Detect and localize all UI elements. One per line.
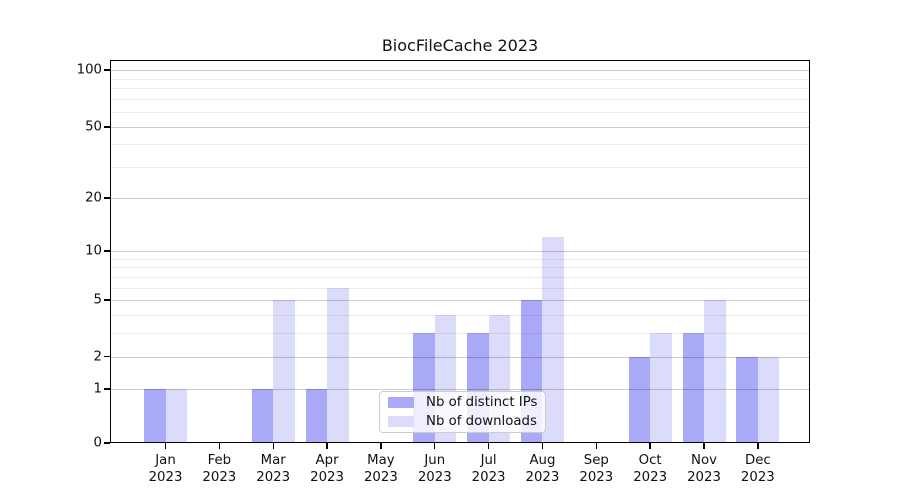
bar-downloads-apr-2023 xyxy=(327,287,349,443)
gridline-minor-90 xyxy=(111,78,809,80)
x-tick-oct-2023 xyxy=(649,443,651,449)
bar-downloads-jan-2023 xyxy=(165,389,187,443)
x-tick-nov-2023 xyxy=(703,443,705,449)
bar-downloads-dec-2023 xyxy=(757,356,780,443)
y-tick-label-100: 100 xyxy=(76,62,102,78)
x-tick-apr-2023 xyxy=(326,443,328,449)
y-tick-2 xyxy=(104,355,110,358)
x-tick-label-apr-2023: Apr 2023 xyxy=(310,453,344,485)
x-tick-label-may-2023: May 2023 xyxy=(363,453,398,485)
x-tick-jan-2023 xyxy=(164,443,167,449)
gridline-minor-4 xyxy=(111,314,809,316)
legend-label-distinct-ips: Nb of distinct IPs xyxy=(426,395,538,410)
bar-distinct-ips-dec-2023 xyxy=(736,356,758,443)
gridline-minor-8 xyxy=(111,267,809,269)
y-tick-label-20: 20 xyxy=(85,190,102,206)
x-tick-jul-2023 xyxy=(487,443,490,449)
legend-swatch-downloads xyxy=(388,416,414,427)
y-tick-label-0: 0 xyxy=(93,435,102,451)
gridline-minor-80 xyxy=(111,88,809,90)
bar-distinct-ips-nov-2023 xyxy=(682,333,704,443)
gridline-minor-30 xyxy=(111,166,809,168)
gridline-major-2 xyxy=(111,356,809,358)
x-tick-jun-2023 xyxy=(434,443,436,449)
y-tick-50 xyxy=(104,126,110,128)
bar-distinct-ips-apr-2023 xyxy=(305,389,328,443)
y-tick-label-50: 50 xyxy=(85,119,102,135)
y-tick-10 xyxy=(104,250,110,252)
x-tick-label-sep-2023: Sep 2023 xyxy=(579,453,614,485)
x-tick-label-nov-2023: Nov 2023 xyxy=(687,453,721,485)
y-tick-label-10: 10 xyxy=(85,243,102,259)
gridline-minor-9 xyxy=(111,258,809,260)
y-tick-0 xyxy=(104,442,110,444)
x-tick-label-oct-2023: Oct 2023 xyxy=(633,453,668,485)
legend-item-downloads: Nb of downloads xyxy=(388,414,537,429)
x-tick-sep-2023 xyxy=(595,443,597,449)
legend-item-distinct-ips: Nb of distinct IPs xyxy=(388,395,537,410)
y-tick-5 xyxy=(104,299,110,301)
gridline-minor-7 xyxy=(111,276,809,278)
x-tick-mar-2023 xyxy=(272,443,274,449)
gridline-major-100 xyxy=(111,70,809,71)
gridline-major-1 xyxy=(111,389,809,390)
y-tick-1 xyxy=(104,388,110,390)
gridline-minor-3 xyxy=(111,333,809,335)
x-tick-label-jan-2023: Jan 2023 xyxy=(148,453,183,485)
x-tick-dec-2023 xyxy=(757,443,759,449)
gridline-minor-60 xyxy=(111,112,809,114)
gridline-minor-40 xyxy=(111,144,809,146)
x-tick-feb-2023 xyxy=(218,443,221,449)
gridline-major-10 xyxy=(111,251,809,252)
bar-distinct-ips-mar-2023 xyxy=(251,389,274,443)
gridline-minor-70 xyxy=(111,99,809,101)
bar-downloads-nov-2023 xyxy=(704,300,726,443)
gridline-major-50 xyxy=(111,127,809,128)
bar-downloads-mar-2023 xyxy=(273,300,295,443)
legend-swatch-distinct-ips xyxy=(388,397,414,408)
x-tick-label-jun-2023: Jun 2023 xyxy=(417,453,452,485)
bar-distinct-ips-jan-2023 xyxy=(144,389,166,443)
x-tick-label-aug-2023: Aug 2023 xyxy=(525,453,560,485)
y-tick-100 xyxy=(104,69,110,71)
x-tick-aug-2023 xyxy=(541,443,544,449)
legend-label-downloads: Nb of downloads xyxy=(426,414,537,429)
x-tick-label-jul-2023: Jul 2023 xyxy=(471,453,506,485)
bar-downloads-oct-2023 xyxy=(650,333,672,443)
gridline-major-20 xyxy=(111,198,809,199)
bar-downloads-aug-2023 xyxy=(542,237,564,443)
bar-distinct-ips-oct-2023 xyxy=(628,356,651,443)
x-tick-label-feb-2023: Feb 2023 xyxy=(202,453,237,485)
y-tick-label-2: 2 xyxy=(93,349,102,364)
x-tick-label-mar-2023: Mar 2023 xyxy=(256,453,291,485)
legend: Nb of distinct IPs Nb of downloads xyxy=(379,391,546,433)
gridline-minor-6 xyxy=(111,287,809,289)
x-tick-label-dec-2023: Dec 2023 xyxy=(740,453,775,485)
gridline-major-5 xyxy=(111,300,809,301)
y-tick-label-5: 5 xyxy=(93,292,102,308)
y-tick-20 xyxy=(104,197,110,199)
y-tick-label-1: 1 xyxy=(93,381,102,397)
x-tick-may-2023 xyxy=(380,443,382,449)
chart-title: BiocFileCache 2023 xyxy=(381,36,539,55)
